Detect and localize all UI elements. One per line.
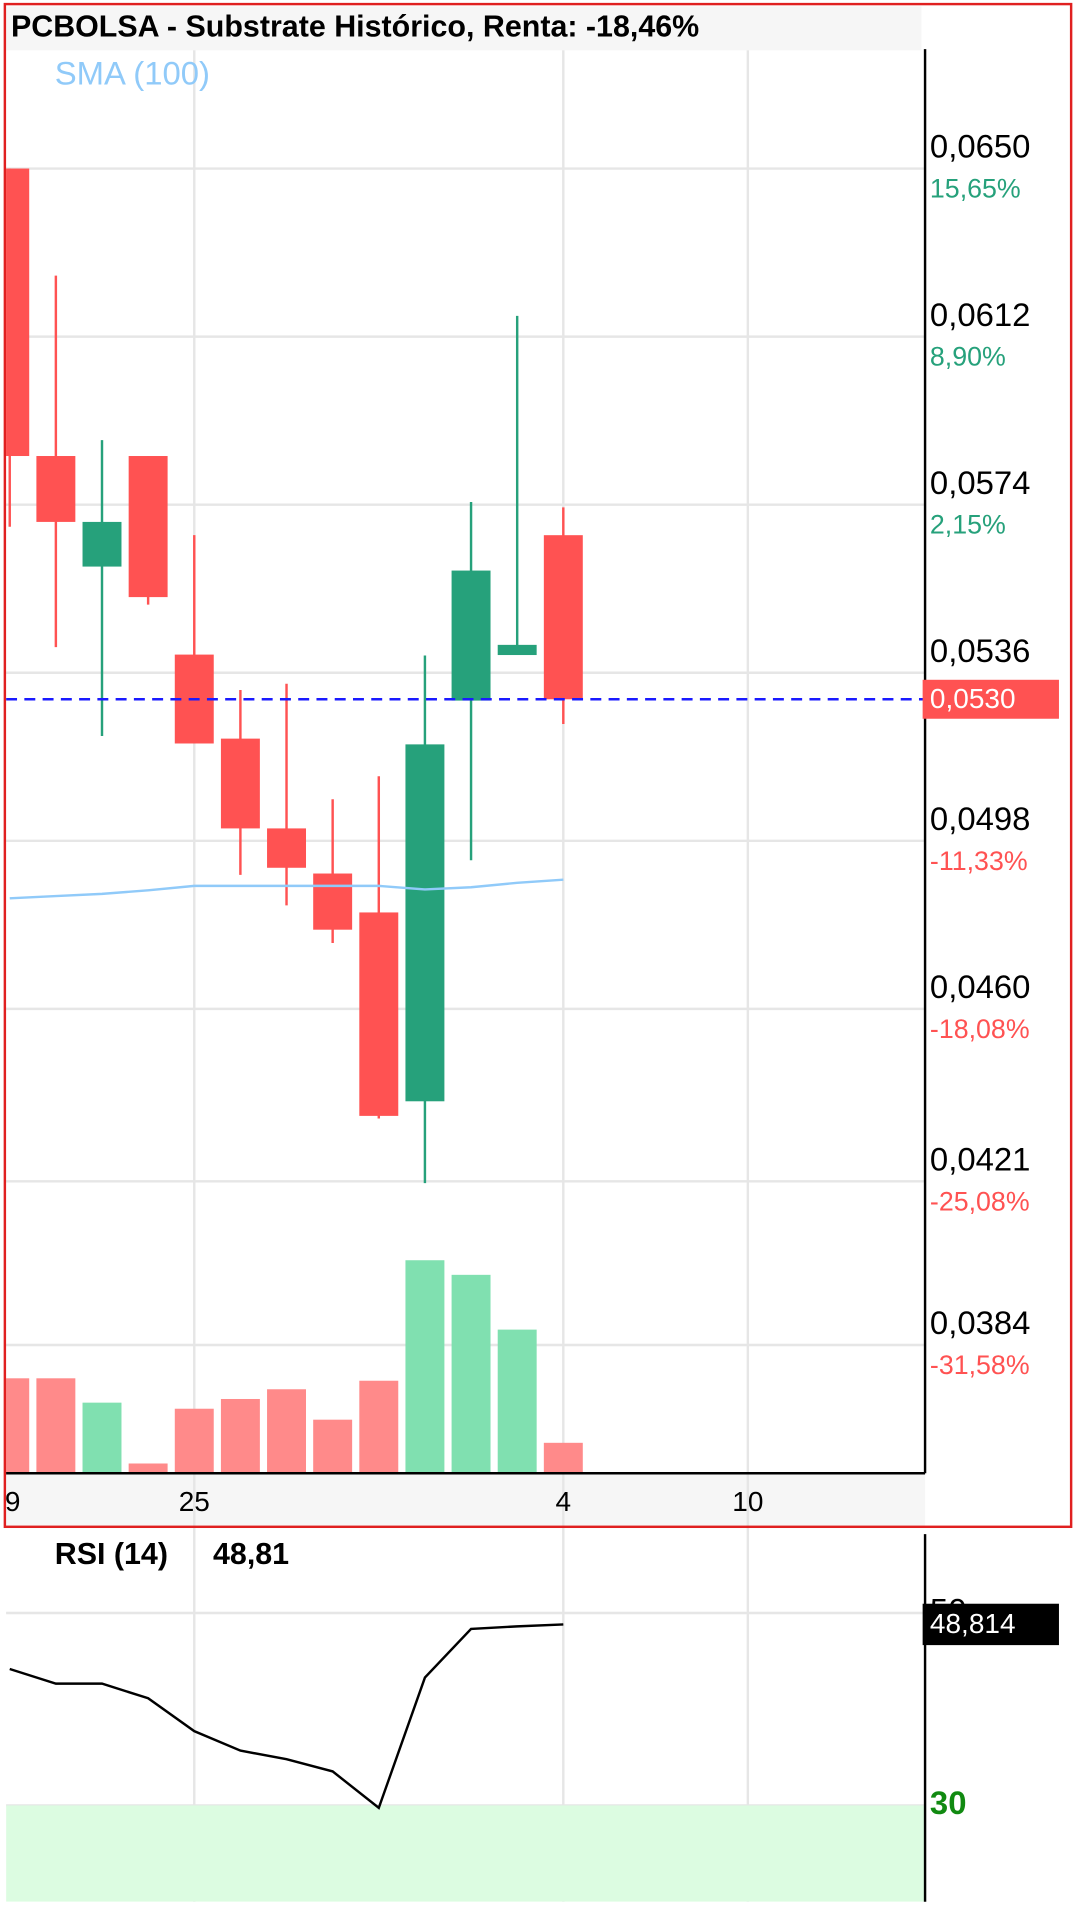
- plot-area: [6, 168, 926, 1474]
- x-tick-label: 9: [5, 1486, 21, 1517]
- line-series: [9, 878, 564, 900]
- y-tick-label: 0,0536: [930, 632, 1031, 669]
- rsi-value: 48,81: [213, 1537, 289, 1571]
- volume-bar: [313, 1419, 353, 1474]
- candle-body: [220, 738, 260, 829]
- labels: PCBOLSA - Substrate Histórico, Renta: -1…: [5, 6, 1059, 1821]
- y-tick-label: 0,0574: [930, 464, 1031, 501]
- volume-bar: [405, 1260, 445, 1474]
- y-tick-pct-label: 15,65%: [930, 174, 1021, 204]
- axes: [6, 49, 927, 1902]
- candle-body: [451, 570, 491, 701]
- title-background: [6, 6, 922, 51]
- y-tick-pct-label: 2,15%: [930, 510, 1006, 540]
- last-price-tag: [922, 679, 1059, 719]
- x-tick-label: 25: [179, 1486, 210, 1517]
- candle-body: [36, 456, 76, 522]
- candle-body: [405, 744, 445, 1102]
- rsi-area: [6, 1623, 926, 1902]
- y-tick-label: 0,0460: [930, 968, 1031, 1005]
- y-tick-label: 0,0498: [930, 800, 1031, 837]
- y-tick-pct-label: 8,90%: [930, 342, 1006, 372]
- chart-title: PCBOLSA - Substrate Histórico, Renta: -1…: [11, 9, 699, 43]
- rsi-tick-label: 30: [930, 1784, 967, 1821]
- candle-body: [6, 168, 30, 457]
- volume-bar: [267, 1389, 307, 1474]
- y-tick-pct-label: -25,08%: [930, 1186, 1030, 1216]
- selection-border: [3, 2, 1073, 1529]
- volume-bar: [543, 1442, 583, 1474]
- y-tick-label: 0,0421: [930, 1141, 1031, 1178]
- y-tick-label: 0,0650: [930, 128, 1031, 165]
- oversold-zone: [6, 1805, 926, 1902]
- x-axis-strip: [6, 1473, 926, 1529]
- volume-bar: [82, 1402, 122, 1474]
- legend-sma: SMA (100): [55, 55, 210, 92]
- volume-bar: [36, 1378, 76, 1474]
- y-tick-pct-label: -11,33%: [930, 846, 1028, 876]
- x-tick-label: 10: [732, 1486, 763, 1517]
- volume-bar: [174, 1408, 214, 1474]
- y-tick-label: 0,0384: [930, 1304, 1031, 1341]
- x-tick-label: 4: [556, 1486, 572, 1517]
- rsi-current-label: 48,814: [930, 1608, 1016, 1639]
- line-series: [9, 1623, 564, 1810]
- candle-body: [497, 644, 537, 656]
- rsi-title: RSI (14): [55, 1537, 168, 1571]
- candle-body: [128, 456, 168, 598]
- y-tick-pct-label: -18,08%: [930, 1014, 1030, 1044]
- last-price-label: 0,0530: [930, 683, 1016, 714]
- candle-body: [267, 828, 307, 868]
- candle-body: [313, 873, 353, 930]
- candle-body: [82, 521, 122, 567]
- candle-body: [359, 912, 399, 1116]
- rsi-current-tag: [922, 1603, 1059, 1646]
- candle-body: [543, 535, 583, 700]
- volume-bar: [128, 1463, 168, 1474]
- volume-bar: [6, 1378, 30, 1474]
- y-tick-pct-label: -31,58%: [930, 1350, 1030, 1380]
- volume-bar: [220, 1398, 260, 1474]
- volume-bar: [451, 1274, 491, 1474]
- y-tick-label: 0,0612: [930, 296, 1031, 333]
- volume-bar: [497, 1329, 537, 1474]
- volume-bar: [359, 1380, 399, 1474]
